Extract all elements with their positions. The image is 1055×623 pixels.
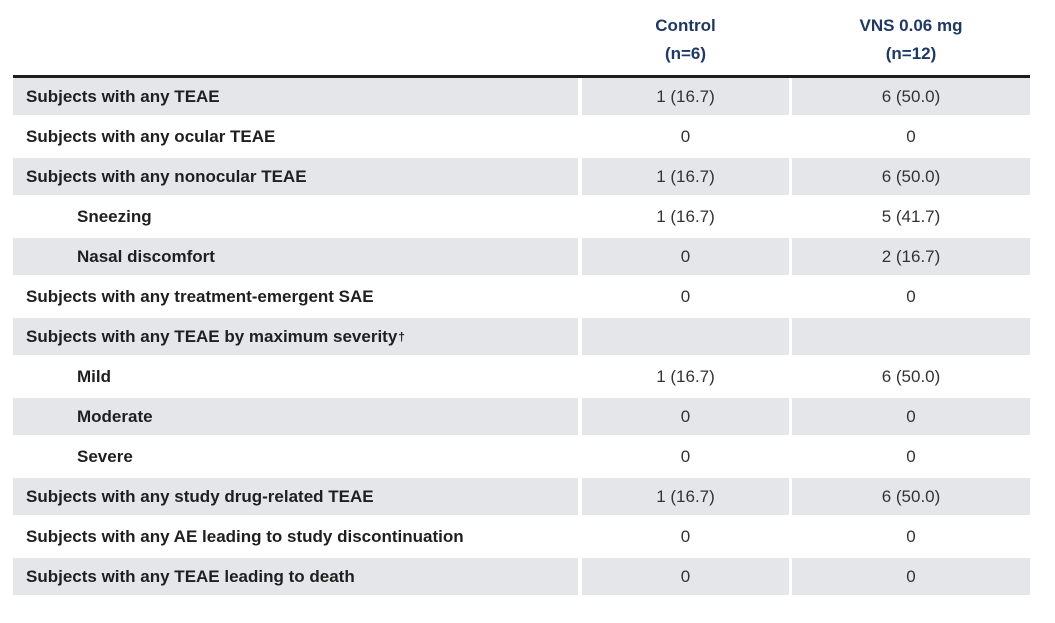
table-row: Subjects with any TEAE leading to death … (13, 558, 1030, 595)
row-label: Severe (13, 438, 578, 475)
cell-vns: 5 (41.7) (792, 198, 1030, 235)
header-label-spacer (13, 0, 578, 75)
table-row: Sneezing 1 (16.7) 5 (41.7) (13, 198, 1030, 235)
column-header-control-name: Control (655, 15, 716, 35)
table-row: Subjects with any nonocular TEAE 1 (16.7… (13, 158, 1030, 195)
row-label: Subjects with any treatment-emergent SAE (13, 278, 578, 315)
cell-control: 1 (16.7) (582, 158, 789, 195)
cell-vns: 0 (792, 438, 1030, 475)
cell-vns: 0 (792, 518, 1030, 555)
table-row: Subjects with any TEAE 1 (16.7) 6 (50.0) (13, 78, 1030, 115)
cell-control (582, 318, 789, 355)
cell-control: 1 (16.7) (582, 478, 789, 515)
cell-vns (792, 318, 1030, 355)
row-label: Subjects with any ocular TEAE (13, 118, 578, 155)
cell-vns: 6 (50.0) (792, 158, 1030, 195)
row-label: Sneezing (13, 198, 578, 235)
column-header-control: Control (n=6) (582, 0, 789, 75)
table-row: Subjects with any ocular TEAE 0 0 (13, 118, 1030, 155)
cell-control: 0 (582, 278, 789, 315)
table-header-row: Control (n=6) VNS 0.06 mg (n=12) (13, 0, 1030, 75)
cell-control: 0 (582, 398, 789, 435)
table-row: Mild 1 (16.7) 6 (50.0) (13, 358, 1030, 395)
row-label: Nasal discomfort (13, 238, 578, 275)
cell-control: 1 (16.7) (582, 358, 789, 395)
cell-control: 0 (582, 238, 789, 275)
cell-vns: 0 (792, 398, 1030, 435)
row-label: Subjects with any nonocular TEAE (13, 158, 578, 195)
cell-control: 0 (582, 438, 789, 475)
cell-vns: 0 (792, 118, 1030, 155)
column-header-vns: VNS 0.06 mg (n=12) (792, 0, 1030, 75)
cell-vns: 0 (792, 558, 1030, 595)
table-row: Severe 0 0 (13, 438, 1030, 475)
table-row: Subjects with any study drug-related TEA… (13, 478, 1030, 515)
cell-control: 0 (582, 558, 789, 595)
row-label: Subjects with any AE leading to study di… (13, 518, 578, 555)
table-row: Moderate 0 0 (13, 398, 1030, 435)
cell-control: 0 (582, 518, 789, 555)
row-label: Subjects with any study drug-related TEA… (13, 478, 578, 515)
row-label: Subjects with any TEAE leading to death (13, 558, 578, 595)
cell-control: 1 (16.7) (582, 78, 789, 115)
row-label: Moderate (13, 398, 578, 435)
cell-control: 0 (582, 118, 789, 155)
table-row: Nasal discomfort 0 2 (16.7) (13, 238, 1030, 275)
table-row: Subjects with any AE leading to study di… (13, 518, 1030, 555)
cell-control: 1 (16.7) (582, 198, 789, 235)
cell-vns: 2 (16.7) (792, 238, 1030, 275)
header-divider-rule (13, 75, 1030, 78)
row-label: Subjects with any TEAE by maximum severi… (26, 326, 398, 346)
column-header-control-n: (n=6) (664, 43, 707, 63)
cell-vns: 0 (792, 278, 1030, 315)
row-label: Mild (13, 358, 578, 395)
adverse-events-table: Control (n=6) VNS 0.06 mg (n=12) Subject… (13, 0, 1030, 598)
row-label: Subjects with any TEAE (13, 78, 578, 115)
table-row: Subjects with any TEAE by maximum severi… (13, 318, 1030, 355)
column-header-vns-name: VNS 0.06 mg (859, 15, 963, 35)
cell-vns: 6 (50.0) (792, 358, 1030, 395)
cell-vns: 6 (50.0) (792, 78, 1030, 115)
table-row: Subjects with any treatment-emergent SAE… (13, 278, 1030, 315)
cell-vns: 6 (50.0) (792, 478, 1030, 515)
column-header-vns-n: (n=12) (885, 43, 937, 63)
row-label-with-footnote: Subjects with any TEAE by maximum severi… (13, 318, 578, 355)
